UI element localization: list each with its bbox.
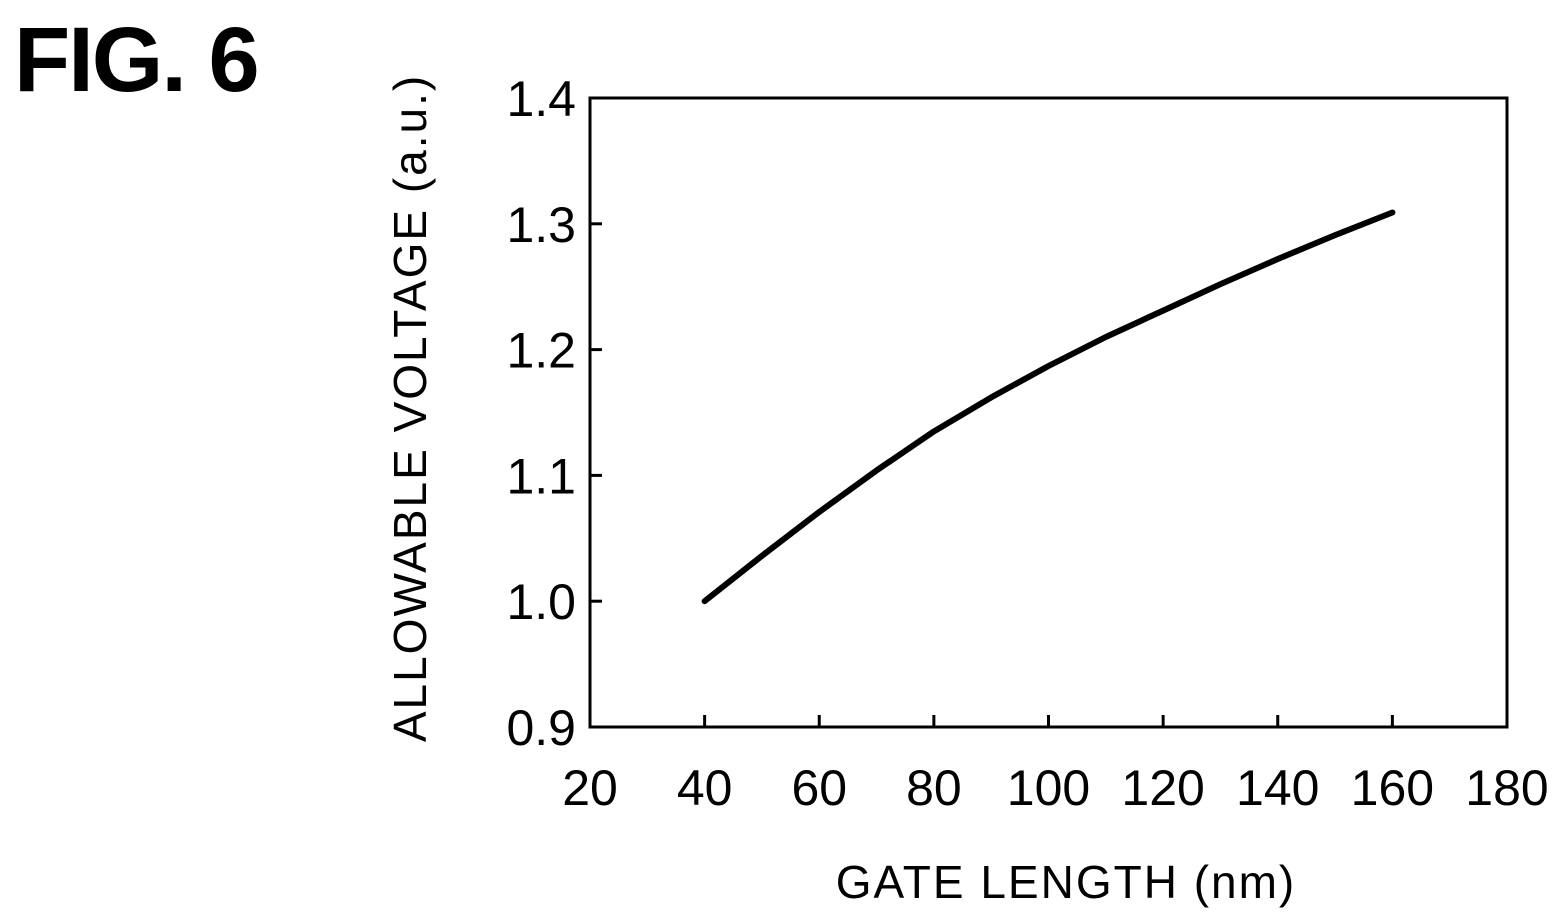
x-tick-label: 40 xyxy=(677,760,733,816)
x-axis-ticks xyxy=(703,715,1394,727)
y-axis-tick-labels: 0.9 1.0 1.1 1.2 1.3 1.4 xyxy=(506,71,576,756)
x-axis-title: GATE LENGTH (nm) xyxy=(836,856,1297,908)
y-tick-label: 1.0 xyxy=(506,574,576,630)
x-tick-label: 180 xyxy=(1465,760,1548,816)
figure-label: FIG. 6 xyxy=(14,9,260,111)
x-tick-label: 20 xyxy=(562,760,618,816)
plot-frame xyxy=(588,96,1509,729)
x-tick-label: 60 xyxy=(791,760,847,816)
y-tick-label: 1.2 xyxy=(506,323,576,379)
y-axis-title: ALLOWABLE VOLTAGE (a.u.) xyxy=(384,74,436,742)
x-tick-label: 140 xyxy=(1236,760,1319,816)
series-line-0 xyxy=(701,209,1396,605)
y-tick-label: 0.9 xyxy=(506,700,576,756)
series-layer xyxy=(701,209,1396,605)
x-tick-label: 100 xyxy=(1007,760,1090,816)
y-tick-label: 1.1 xyxy=(506,448,576,504)
x-tick-label: 80 xyxy=(906,760,962,816)
x-tick-label: 160 xyxy=(1351,760,1434,816)
x-axis-tick-labels: 20 40 60 80 100 120 140 160 180 xyxy=(562,760,1549,816)
y-tick-label: 1.3 xyxy=(506,197,576,253)
x-tick-label: 120 xyxy=(1121,760,1204,816)
y-tick-label: 1.4 xyxy=(506,71,576,127)
y-axis-ticks xyxy=(590,222,602,603)
